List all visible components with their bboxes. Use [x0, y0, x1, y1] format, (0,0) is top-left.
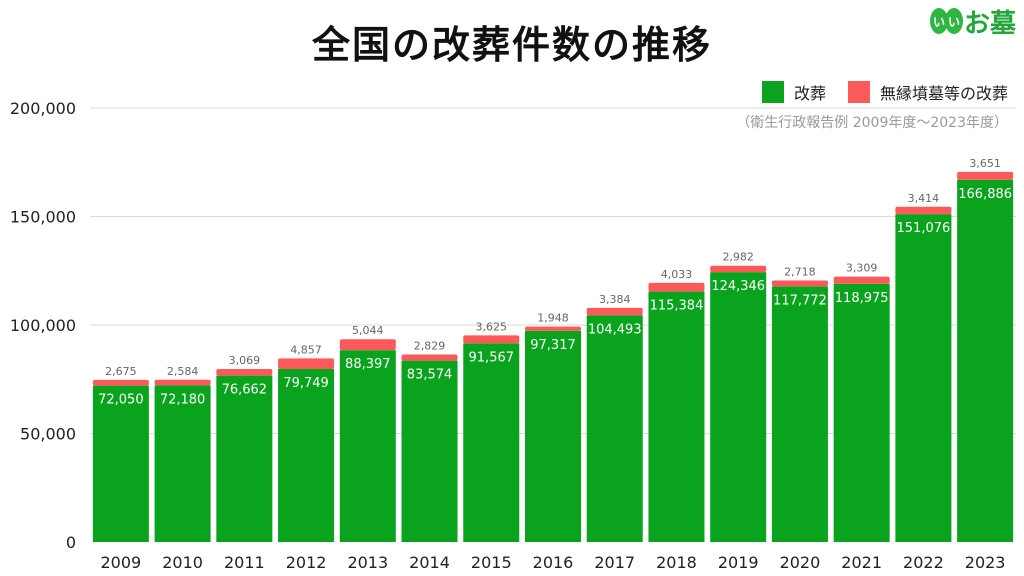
- data-label-muen: 5,044: [352, 324, 384, 337]
- data-label-kaisou: 79,749: [283, 376, 329, 391]
- chart-title: 全国の改葬件数の推移: [311, 23, 712, 67]
- data-label-muen: 2,829: [414, 340, 446, 353]
- data-label-kaisou: 91,567: [469, 350, 515, 365]
- x-tick-label: 2010: [162, 553, 203, 572]
- legend-item-muen: 無縁墳墓等の改葬: [847, 80, 1008, 104]
- legend-swatch-red: [847, 81, 870, 103]
- data-label-kaisou: 117,772: [773, 293, 827, 308]
- bar-muen: [957, 171, 1014, 180]
- data-label-muen: 3,651: [969, 157, 1001, 170]
- legend: 改葬 無縁墳墓等の改葬: [740, 80, 1008, 104]
- bar-kaisou: [339, 350, 396, 542]
- bar-muen: [525, 326, 581, 331]
- logo-circle: い: [929, 8, 948, 34]
- x-tick-label: 2009: [101, 553, 142, 572]
- bar-kaisou: [463, 343, 520, 542]
- y-tick-label: 150,000: [10, 208, 76, 227]
- data-label-kaisou: 104,493: [588, 322, 642, 337]
- data-label-kaisou: 115,384: [650, 299, 704, 314]
- x-tick-label: 2022: [903, 553, 944, 572]
- y-tick-label: 100,000: [10, 316, 76, 335]
- bar-kaisou: [216, 375, 273, 542]
- data-label-muen: 2,718: [784, 266, 816, 279]
- legend-item-kaisou: 改葬: [761, 80, 826, 104]
- bar-kaisou: [586, 315, 643, 542]
- bar-muen: [463, 335, 520, 344]
- bar-muen: [895, 206, 952, 215]
- data-label-kaisou: 83,574: [407, 368, 453, 383]
- logo[interactable]: い い お墓: [929, 4, 1016, 39]
- bar-kaisou: [525, 330, 581, 542]
- bar-muen: [586, 307, 643, 316]
- bar-muen: [154, 379, 211, 386]
- bar-muen: [278, 358, 335, 369]
- x-tick-label: 2023: [965, 553, 1006, 572]
- data-label-kaisou: 151,076: [897, 221, 951, 236]
- data-label-kaisou: 72,050: [98, 393, 144, 408]
- legend-swatch-green: [761, 81, 784, 103]
- bar-kaisou: [957, 179, 1014, 543]
- bar-muen: [771, 280, 828, 287]
- source-note: （衛生行政報告例 2009年度～2023年度）: [736, 115, 1008, 131]
- data-label-muen: 2,675: [105, 365, 137, 378]
- bar-kaisou: [92, 385, 149, 542]
- bar-muen: [648, 282, 705, 292]
- x-tick-label: 2011: [224, 553, 265, 572]
- data-label-kaisou: 88,397: [345, 357, 391, 372]
- data-label-kaisou: 97,317: [530, 338, 576, 353]
- data-label-kaisou: 124,346: [711, 279, 765, 294]
- data-label-muen: 2,982: [722, 251, 754, 264]
- logo-circle: い: [944, 8, 963, 34]
- legend-label: 改葬: [793, 84, 826, 103]
- data-label-muen: 3,069: [229, 354, 261, 367]
- bar-kaisou: [895, 214, 952, 542]
- x-tick-label: 2017: [594, 553, 635, 572]
- data-label-kaisou: 166,886: [958, 187, 1012, 202]
- data-label-kaisou: 72,180: [160, 392, 206, 407]
- x-tick-label: 2018: [656, 553, 697, 572]
- bar-kaisou: [401, 360, 458, 542]
- bar-kaisou: [833, 283, 890, 542]
- data-label-muen: 3,414: [908, 192, 940, 205]
- logo-mark-icon: い い: [929, 8, 963, 34]
- x-tick-label: 2016: [533, 553, 574, 572]
- bar-muen: [92, 379, 149, 386]
- y-tick-label: 200,000: [10, 99, 76, 118]
- bar-kaisou: [648, 291, 705, 542]
- y-tick-label: 0: [66, 533, 76, 552]
- x-tick-label: 2014: [409, 553, 450, 572]
- bar-muen: [833, 276, 890, 284]
- data-label-kaisou: 76,662: [222, 383, 268, 398]
- bar-muen: [339, 339, 396, 351]
- bar-kaisou: [710, 272, 767, 542]
- x-tick-label: 2020: [780, 553, 821, 572]
- data-label-muen: 3,384: [599, 293, 631, 306]
- data-label-muen: 3,625: [476, 320, 508, 333]
- data-label-muen: 1,948: [537, 312, 569, 325]
- x-tick-label: 2013: [347, 553, 388, 572]
- y-tick-label: 50,000: [20, 425, 76, 444]
- x-tick-label: 2021: [841, 553, 882, 572]
- logo-text: お墓: [963, 8, 1016, 39]
- bar-muen: [710, 265, 767, 273]
- bar-muen: [216, 368, 273, 376]
- legend-label: 無縁墳墓等の改葬: [879, 84, 1008, 103]
- bar-kaisou: [278, 368, 335, 542]
- bar-muen: [401, 354, 458, 361]
- bar-kaisou: [771, 286, 828, 542]
- x-tick-label: 2019: [718, 553, 759, 572]
- x-tick-label: 2012: [286, 553, 327, 572]
- data-label-muen: 2,584: [167, 365, 199, 378]
- data-label-kaisou: 118,975: [835, 291, 889, 306]
- data-label-muen: 4,033: [661, 268, 693, 281]
- bar-kaisou: [154, 385, 211, 542]
- data-label-muen: 4,857: [290, 343, 322, 356]
- data-label-muen: 3,309: [846, 262, 878, 275]
- x-tick-label: 2015: [471, 553, 512, 572]
